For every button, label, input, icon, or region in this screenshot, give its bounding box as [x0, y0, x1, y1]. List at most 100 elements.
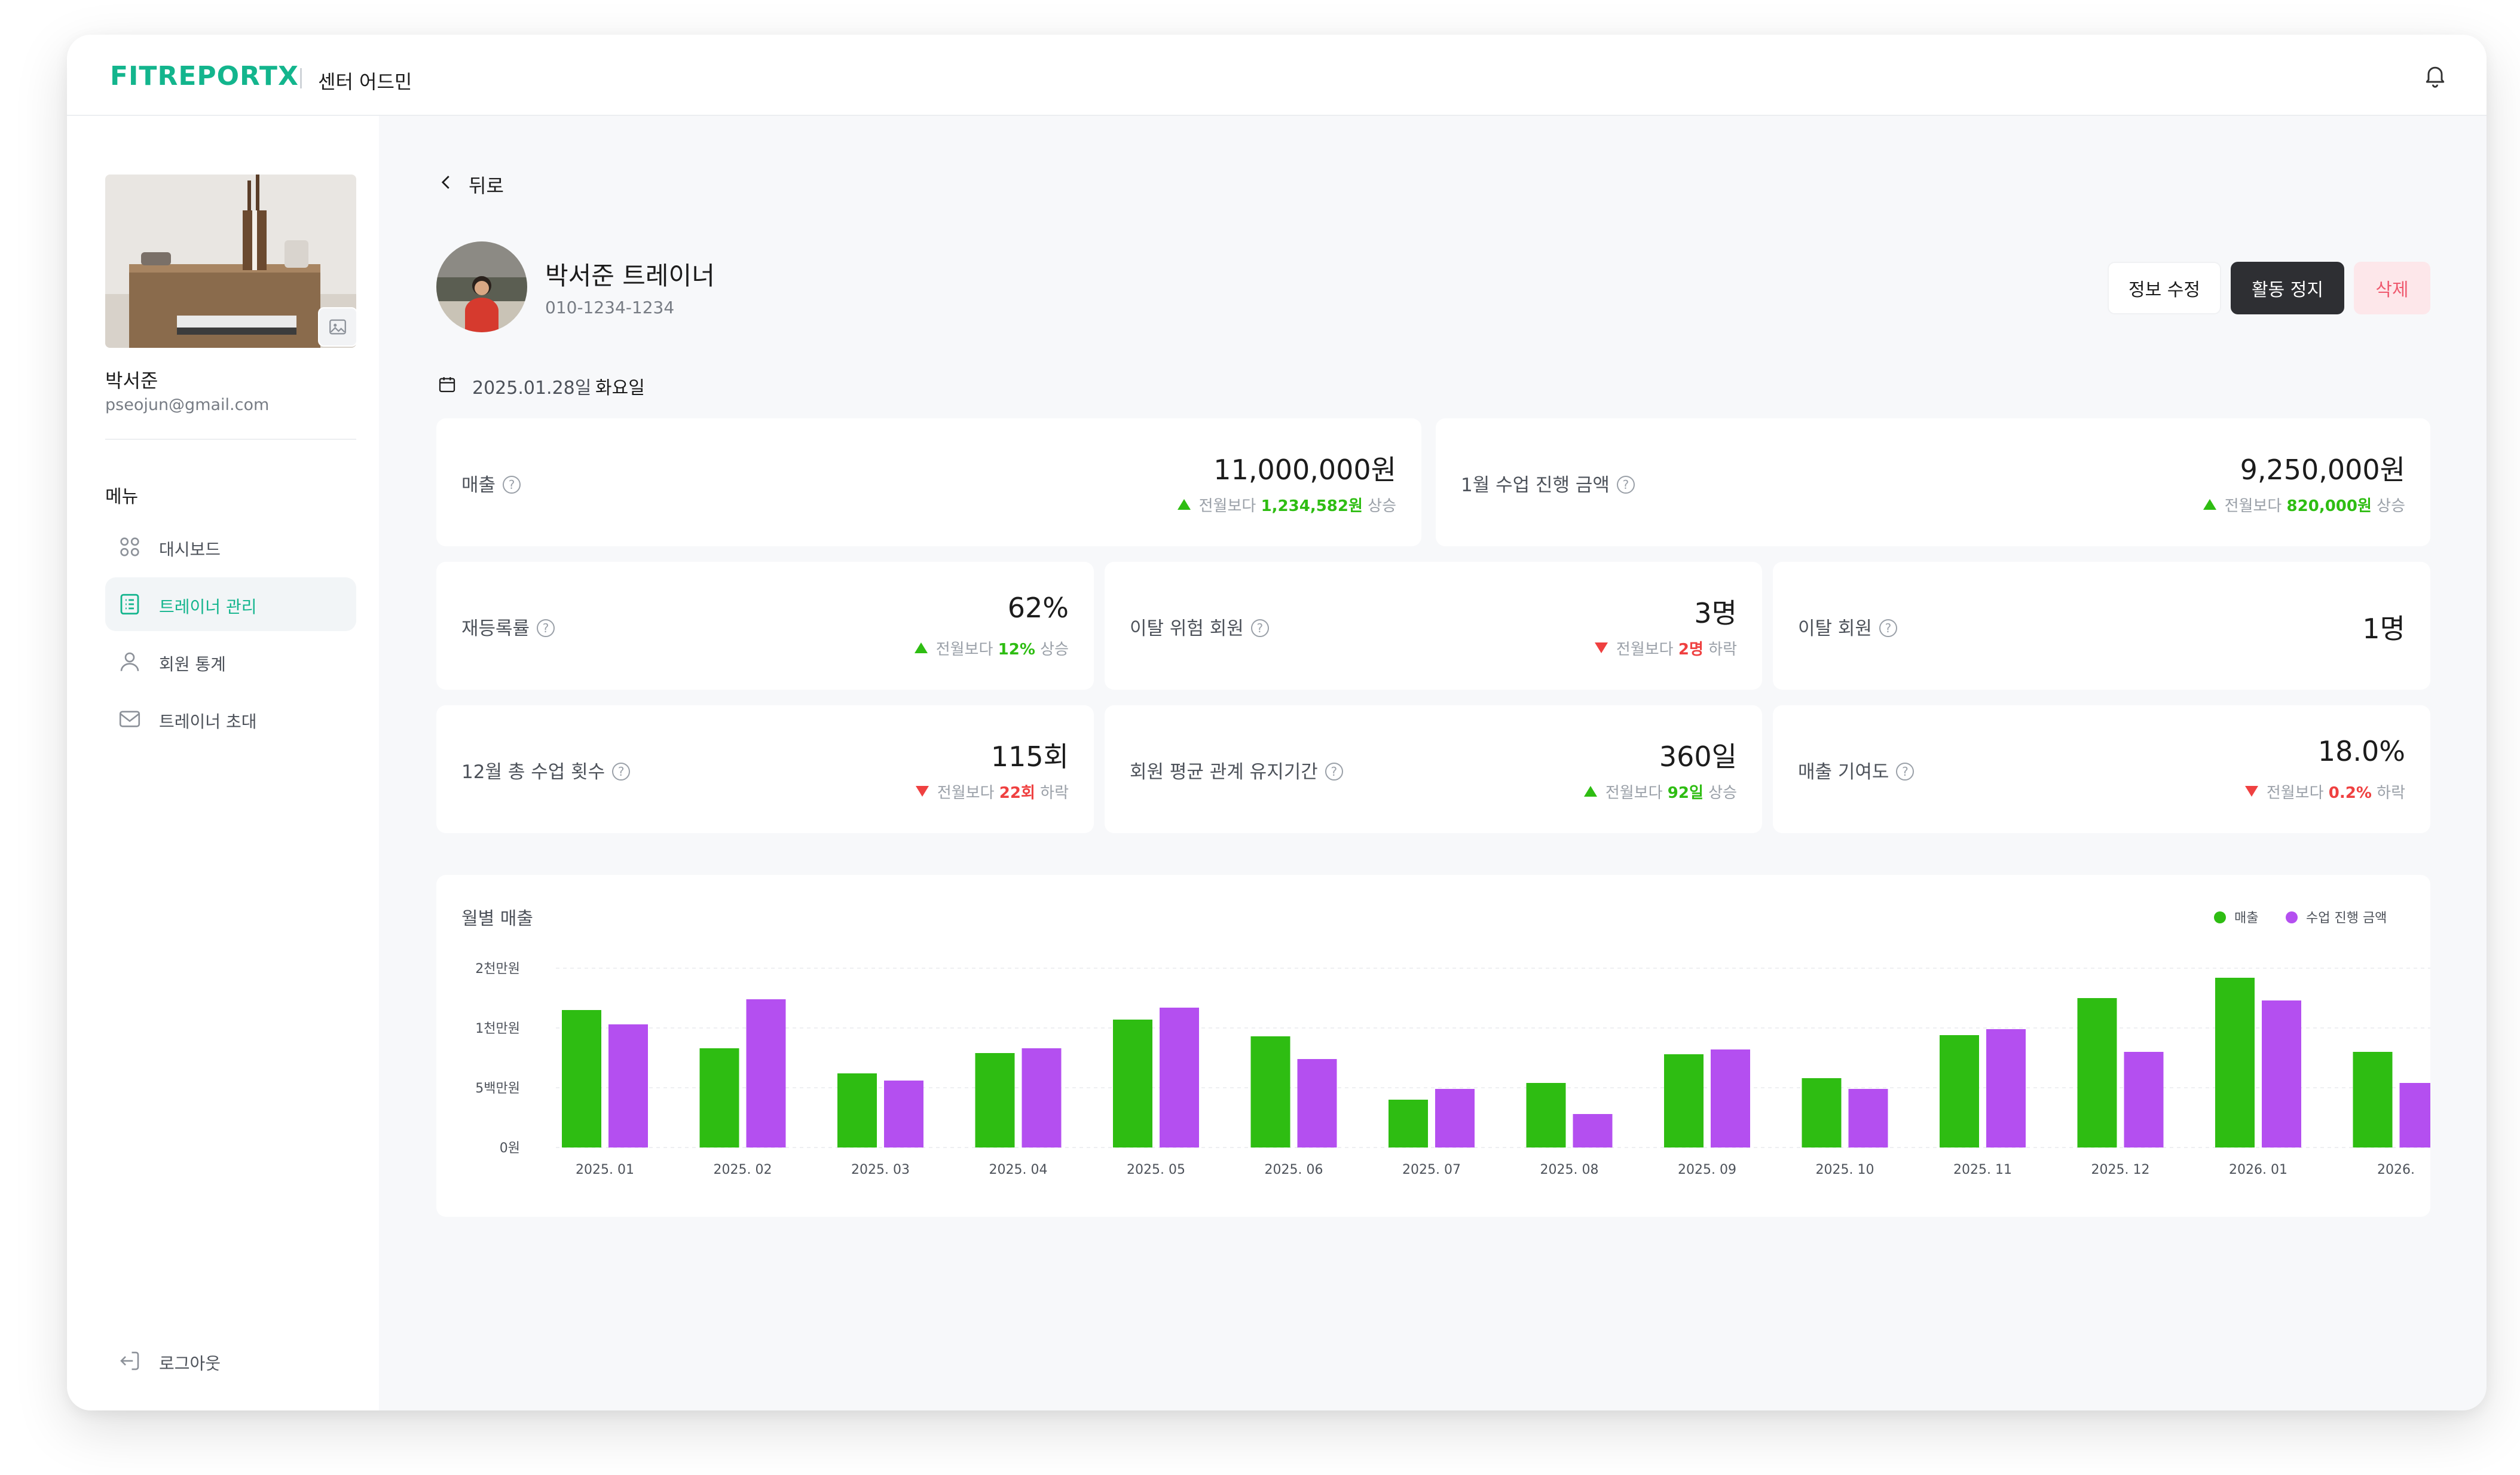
sidebar-item-label: 트레이너 관리: [159, 597, 257, 617]
bar-sales[interactable]: [1389, 1100, 1428, 1147]
kpi-change: 전월보다 12% 상승: [914, 637, 1069, 659]
kpi-label: 매출?: [461, 470, 521, 497]
back-label: 뒤로: [469, 175, 504, 197]
help-icon[interactable]: ?: [537, 619, 555, 637]
chart-legend: 매출 수업 진행 금액: [2214, 907, 2405, 926]
bar-sales[interactable]: [562, 1010, 601, 1147]
x-tick-label: 2025. 03: [851, 1162, 910, 1177]
x-tick-label: 2026.: [2377, 1162, 2415, 1177]
bar-class-amount[interactable]: [1022, 1048, 1062, 1147]
bar-class-amount[interactable]: [608, 1024, 648, 1147]
x-tick-label: 2025. 08: [1540, 1162, 1599, 1177]
legend-dot: [2214, 911, 2226, 923]
bar-class-amount[interactable]: [884, 1081, 923, 1147]
logo-divider: [300, 68, 302, 88]
delete-button[interactable]: 삭제: [2354, 262, 2430, 314]
trend-up-icon: [2203, 499, 2216, 510]
logout-label: 로그아웃: [159, 1354, 221, 1373]
logout-button[interactable]: 로그아웃: [105, 1341, 261, 1383]
legend-item-class-amount[interactable]: 수업 진행 금액: [2286, 907, 2387, 926]
bar-sales[interactable]: [1940, 1035, 1979, 1147]
kpi-label: 매출 기여도?: [1798, 757, 1915, 784]
bell-icon[interactable]: [2422, 62, 2448, 88]
trend-up-icon: [1583, 786, 1597, 797]
list-table-icon: [120, 593, 139, 615]
bar-sales[interactable]: [2353, 1052, 2393, 1147]
app-logo[interactable]: FITREPORTX: [110, 61, 299, 91]
bar-class-amount[interactable]: [1160, 1008, 1199, 1147]
kpi-card-churned: 이탈 회원? 1명: [1773, 562, 2430, 690]
bar-sales[interactable]: [699, 1048, 739, 1147]
bar-class-amount[interactable]: [746, 999, 786, 1147]
suspend-button[interactable]: 활동 정지: [2231, 262, 2344, 314]
help-icon[interactable]: ?: [503, 475, 521, 494]
bar-sales[interactable]: [1113, 1020, 1152, 1147]
trend-down-icon: [915, 786, 929, 797]
bar-class-amount[interactable]: [2262, 1000, 2301, 1147]
bar-sales[interactable]: [1250, 1036, 1290, 1147]
kpi-change: 전월보다 22회 하락: [915, 781, 1069, 803]
sidebar-user-email: pseojun@gmail.com: [105, 396, 270, 414]
kpi-change: 전월보다 820,000원 상승: [2203, 494, 2405, 516]
bar-class-amount[interactable]: [1711, 1049, 1750, 1147]
kpi-value: 11,000,000원: [1213, 454, 1396, 486]
sidebar-item-label: 대시보드: [159, 540, 221, 559]
bar-sales[interactable]: [2215, 978, 2255, 1147]
bar-class-amount[interactable]: [1848, 1089, 1888, 1147]
kpi-value: 62%: [1007, 592, 1069, 624]
help-icon[interactable]: ?: [1325, 762, 1343, 781]
sidebar-item-invite-trainer[interactable]: 트레이너 초대: [105, 692, 356, 746]
y-tick-label: 1천만원: [475, 1021, 520, 1036]
help-icon[interactable]: ?: [1616, 475, 1635, 494]
bar-sales[interactable]: [975, 1053, 1015, 1147]
kpi-value: 18.0%: [2317, 735, 2405, 767]
kpi-change: 전월보다 0.2% 하락: [2244, 781, 2405, 803]
user-icon: [120, 652, 139, 671]
bar-class-amount[interactable]: [1435, 1089, 1475, 1147]
x-tick-label: 2025. 07: [1402, 1162, 1461, 1177]
trend-up-icon: [1177, 499, 1191, 510]
change-photo-button[interactable]: [318, 307, 357, 347]
bar-class-amount[interactable]: [1297, 1059, 1337, 1147]
bar-class-amount[interactable]: [2124, 1052, 2164, 1147]
sidebar-item-member-stats[interactable]: 회원 통계: [105, 635, 356, 688]
help-icon[interactable]: ?: [612, 762, 631, 781]
sidebar-item-dashboard[interactable]: 대시보드: [105, 520, 356, 574]
bar-sales[interactable]: [837, 1073, 877, 1147]
help-icon[interactable]: ?: [1879, 619, 1897, 637]
trend-down-icon: [2244, 786, 2258, 797]
kpi-value: 360일: [1659, 740, 1737, 773]
kpi-card-retention: 회원 평균 관계 유지기간? 360일 전월보다 92일 상승: [1105, 705, 1762, 833]
trainer-name: 박서준 트레이너: [545, 261, 715, 290]
kpi-label: 회원 평균 관계 유지기간?: [1130, 757, 1343, 784]
back-button[interactable]: 뒤로: [438, 167, 557, 197]
x-tick-label: 2025. 12: [2091, 1162, 2150, 1177]
x-tick-label: 2025. 10: [1816, 1162, 1874, 1177]
kpi-value: 1명: [2362, 613, 2405, 645]
x-tick-label: 2025. 09: [1678, 1162, 1736, 1177]
trainer-avatar: [436, 241, 527, 332]
kpi-label: 1월 수업 진행 금액?: [1461, 470, 1635, 497]
bar-class-amount[interactable]: [2399, 1083, 2431, 1147]
kpi-card-churn-risk: 이탈 위험 회원? 3명 전월보다 2명 하락: [1105, 562, 1762, 690]
sidebar-divider: [105, 439, 356, 440]
bar-sales[interactable]: [1802, 1078, 1842, 1147]
calendar-icon: [439, 377, 455, 393]
legend-item-sales[interactable]: 매출: [2214, 907, 2258, 926]
bar-class-amount[interactable]: [1986, 1029, 2026, 1147]
y-tick-label: 5백만원: [475, 1081, 520, 1096]
help-icon[interactable]: ?: [1896, 762, 1915, 781]
edit-info-button[interactable]: 정보 수정: [2108, 262, 2221, 314]
kpi-card-reregistration: 재등록률? 62% 전월보다 12% 상승: [436, 562, 1094, 690]
bar-sales[interactable]: [1664, 1054, 1704, 1147]
kpi-value: 9,250,000원: [2240, 454, 2405, 486]
sidebar-item-label: 회원 통계: [159, 654, 226, 674]
x-tick-label: 2025. 04: [989, 1162, 1048, 1177]
bar-sales[interactable]: [1526, 1083, 1566, 1147]
sidebar-item-trainer-management[interactable]: 트레이너 관리: [105, 577, 356, 631]
sidebar: 박서준 pseojun@gmail.com 메뉴 대시보드 트레: [67, 116, 379, 1410]
dashboard-grid-icon: [120, 537, 139, 556]
bar-class-amount[interactable]: [1573, 1114, 1613, 1147]
help-icon[interactable]: ?: [1250, 619, 1269, 637]
bar-sales[interactable]: [2077, 998, 2117, 1147]
